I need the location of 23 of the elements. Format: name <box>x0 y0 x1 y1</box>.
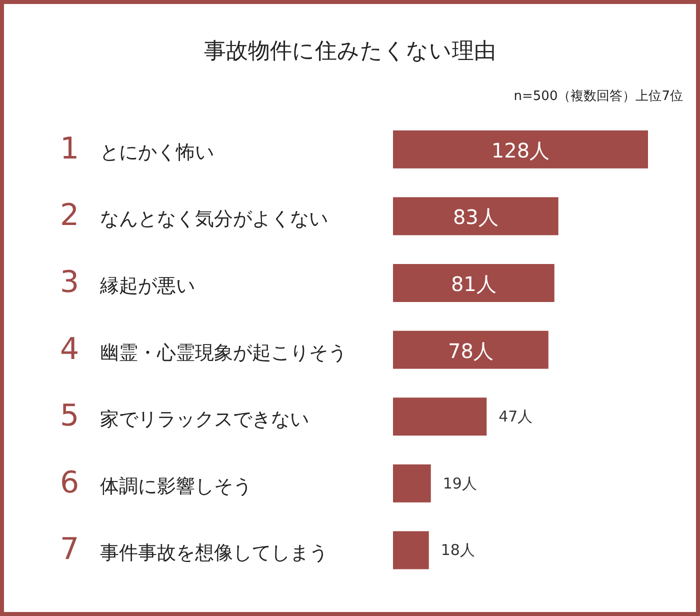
bar <box>393 330 548 369</box>
y-tick-label: 7 事件事故を想像してしまう <box>60 532 328 568</box>
chart-title: 事故物件に住みたくない理由 <box>204 39 496 64</box>
data-label: 18人 <box>440 541 475 560</box>
data-label: 128人 <box>491 138 550 162</box>
y-tick-label: 6 体調に影響しそう <box>60 465 252 500</box>
data-label: 78人 <box>448 338 494 363</box>
data-label: 81人 <box>450 272 496 296</box>
data-label: 19人 <box>442 474 477 492</box>
bar <box>393 531 429 570</box>
y-tick-label: 2 なんとなく気分がよくない <box>60 198 328 234</box>
data-label: 83人 <box>452 205 498 230</box>
bar <box>393 264 554 302</box>
y-tick-label: 1 とにかく怖い <box>60 131 214 166</box>
bar <box>393 464 431 502</box>
data-label: 47人 <box>498 408 533 426</box>
y-tick-label: 5 家でリラックスできない <box>60 398 309 434</box>
y-tick-label: 4 幽霊・心霊現象が起こりそう <box>60 332 347 367</box>
bar <box>393 130 648 168</box>
bar <box>393 398 487 436</box>
chart-subtitle: n=500（複数回答）上位7位 <box>514 89 683 104</box>
bar <box>393 197 558 236</box>
y-tick-label: 3 縁起が悪い <box>60 265 195 300</box>
